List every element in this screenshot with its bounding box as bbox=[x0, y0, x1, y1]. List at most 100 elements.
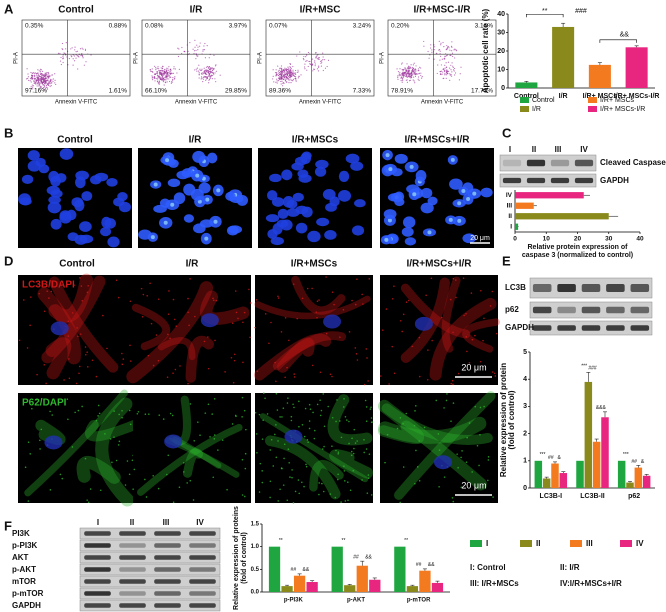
event-dot bbox=[177, 55, 180, 58]
puncta bbox=[361, 479, 363, 481]
puncta bbox=[250, 302, 252, 304]
puncta bbox=[368, 453, 371, 455]
nucleus bbox=[307, 230, 321, 243]
image-title: I/R+MSCs bbox=[292, 135, 339, 146]
puncta bbox=[255, 433, 258, 435]
event-dot bbox=[207, 69, 209, 71]
event-dot bbox=[44, 89, 46, 91]
puncta bbox=[279, 416, 281, 418]
blot-band bbox=[630, 284, 650, 292]
event-dot bbox=[169, 68, 172, 71]
blot-band bbox=[84, 555, 111, 560]
event-dot bbox=[295, 79, 297, 81]
event-dot bbox=[448, 47, 450, 49]
puncta bbox=[157, 487, 160, 490]
event-dot bbox=[165, 75, 167, 77]
event-dot bbox=[165, 70, 167, 72]
puncta bbox=[335, 449, 337, 452]
event-dot bbox=[40, 73, 42, 75]
puncta bbox=[189, 278, 191, 280]
bright-spot bbox=[457, 201, 462, 206]
lane-label: III bbox=[555, 145, 562, 154]
event-dot bbox=[193, 52, 195, 55]
event-dot bbox=[162, 72, 164, 74]
nucleus bbox=[383, 209, 397, 220]
puncta bbox=[187, 311, 189, 314]
event-dot bbox=[439, 59, 441, 61]
puncta bbox=[487, 459, 490, 461]
blot-band bbox=[119, 555, 146, 560]
event-dot bbox=[281, 71, 284, 73]
event-dot bbox=[442, 77, 444, 80]
y-axis-label: Relative expression of protein bbox=[499, 363, 508, 477]
puncta bbox=[74, 411, 76, 414]
blot-band bbox=[119, 591, 146, 596]
event-dot bbox=[433, 49, 435, 51]
event-dot bbox=[398, 73, 400, 75]
event-dot bbox=[311, 63, 314, 65]
event-dot bbox=[288, 72, 290, 74]
event-dot bbox=[449, 49, 451, 51]
event-dot bbox=[62, 54, 64, 56]
event-dot bbox=[289, 70, 291, 73]
lane-label: III bbox=[163, 518, 170, 527]
event-dot bbox=[219, 74, 221, 76]
event-dot bbox=[170, 73, 172, 75]
event-dot bbox=[292, 69, 294, 71]
event-dot bbox=[37, 73, 40, 75]
event-dot bbox=[200, 69, 203, 71]
event-dot bbox=[407, 76, 409, 78]
puncta bbox=[48, 297, 50, 299]
annotation: ** bbox=[342, 538, 346, 544]
event-dot bbox=[288, 82, 290, 84]
puncta bbox=[288, 461, 291, 464]
puncta bbox=[49, 489, 52, 491]
bright-spot bbox=[170, 202, 175, 207]
event-dot bbox=[442, 41, 444, 44]
event-dot bbox=[285, 78, 287, 80]
puncta bbox=[171, 414, 174, 417]
y-axis-label: Relative expression of proteins bbox=[233, 506, 240, 610]
event-dot bbox=[201, 72, 203, 74]
event-dot bbox=[156, 78, 159, 80]
nucleus bbox=[168, 159, 179, 168]
puncta bbox=[118, 440, 121, 443]
puncta bbox=[277, 440, 279, 442]
puncta bbox=[91, 359, 94, 362]
event-dot bbox=[306, 60, 308, 62]
event-dot bbox=[397, 78, 399, 80]
event-dot bbox=[290, 72, 293, 74]
puncta bbox=[474, 334, 476, 337]
event-dot bbox=[452, 65, 454, 67]
event-dot bbox=[449, 79, 451, 81]
puncta bbox=[351, 437, 353, 440]
event-dot bbox=[453, 67, 456, 70]
event-dot bbox=[30, 71, 32, 74]
puncta bbox=[50, 290, 53, 293]
puncta bbox=[450, 382, 453, 385]
puncta bbox=[241, 458, 244, 461]
nucleus bbox=[325, 202, 337, 212]
nucleus bbox=[181, 168, 194, 178]
event-dot bbox=[84, 49, 87, 52]
event-dot bbox=[286, 71, 288, 74]
puncta bbox=[461, 450, 463, 452]
event-dot bbox=[454, 48, 456, 50]
event-dot bbox=[160, 72, 162, 74]
puncta bbox=[261, 438, 264, 440]
puncta bbox=[368, 278, 371, 280]
puncta bbox=[234, 290, 237, 292]
event-dot bbox=[202, 49, 204, 51]
event-dot bbox=[151, 76, 154, 78]
bright-spot bbox=[466, 197, 471, 202]
event-dot bbox=[299, 51, 301, 53]
event-dot bbox=[198, 77, 200, 79]
event-dot bbox=[413, 80, 415, 82]
puncta bbox=[29, 453, 32, 455]
nucleus bbox=[192, 150, 206, 163]
y-tick-label: 0 bbox=[523, 485, 527, 492]
puncta bbox=[144, 413, 147, 416]
nucleus bbox=[50, 321, 69, 336]
event-dot bbox=[411, 71, 414, 73]
nucleus bbox=[462, 233, 477, 244]
